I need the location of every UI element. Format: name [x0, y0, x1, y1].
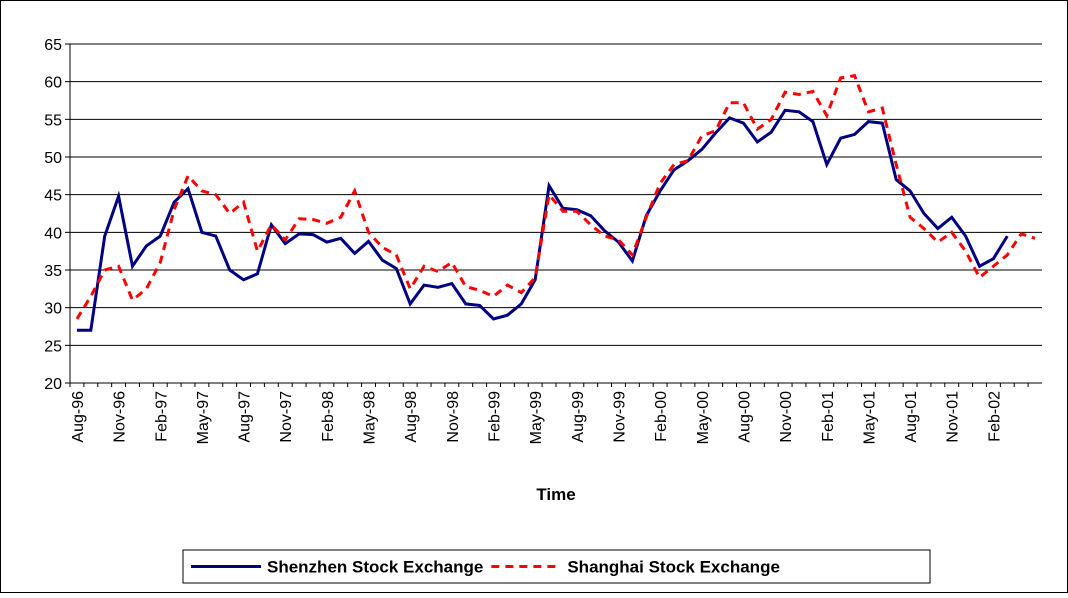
legend: Shenzhen Stock Exchange Shanghai Stock Ex…	[182, 549, 931, 584]
x-tick-label: Aug-97	[237, 391, 254, 443]
x-tick-label: Feb-97	[153, 391, 170, 442]
x-tick-label: Feb-01	[820, 391, 837, 442]
legend-label: Shanghai Stock Exchange	[567, 558, 780, 577]
x-tick-label: Aug-01	[903, 391, 920, 443]
x-tick-label: Aug-96	[70, 391, 87, 443]
x-tick-label: Nov-99	[611, 391, 628, 443]
x-tick-label: Nov-97	[278, 391, 295, 443]
y-tick-label: 20	[44, 376, 62, 393]
y-tick-label: 50	[44, 150, 62, 167]
y-tick-label: 25	[44, 338, 62, 355]
x-tick-label: May-98	[362, 391, 379, 444]
x-tick-label: Aug-00	[736, 391, 753, 443]
x-tick-label: Feb-98	[320, 391, 337, 442]
legend-box	[182, 549, 931, 584]
legend-label: Shenzhen Stock Exchange	[267, 558, 483, 577]
x-tick-label: Nov-98	[445, 391, 462, 443]
y-tick-label: 65	[44, 37, 62, 54]
x-tick-label: Aug-98	[403, 391, 420, 443]
data-line	[75, 73, 1036, 320]
y-tick-label: 45	[44, 188, 62, 205]
y-tick-label: 30	[44, 301, 62, 318]
x-tick-label: Nov-96	[112, 391, 129, 443]
x-tick-label: Feb-02	[986, 391, 1003, 442]
x-tick-label: Nov-01	[945, 391, 962, 443]
x-tick-label: May-97	[195, 391, 212, 444]
x-tick-label: Nov-00	[778, 391, 795, 443]
x-tick-label: Feb-00	[653, 391, 670, 442]
y-tick-label: 35	[44, 263, 62, 280]
y-tick-label: 60	[44, 75, 62, 92]
x-tick-label: May-00	[695, 391, 712, 444]
data-line	[76, 108, 1009, 332]
y-tick-label: 40	[44, 225, 62, 242]
x-tick-label: May-99	[528, 391, 545, 444]
x-tick-label: May-01	[861, 391, 878, 444]
y-tick-label: 55	[44, 112, 62, 129]
x-tick-label: Aug-99	[570, 391, 587, 443]
x-tick-label: Feb-99	[487, 391, 504, 442]
x-axis-title: Time	[536, 485, 575, 504]
